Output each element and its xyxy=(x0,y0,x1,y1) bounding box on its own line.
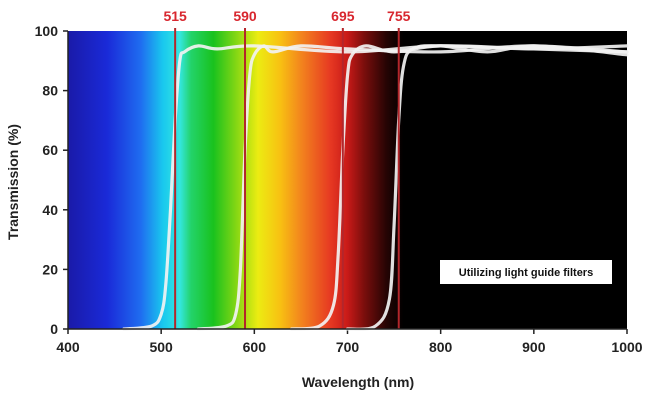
y-tick-label: 60 xyxy=(42,142,58,158)
x-axis-ticks: 400 500 600 700 800 900 1000 xyxy=(56,329,642,355)
x-tick-label: 900 xyxy=(522,339,546,355)
cut-on-label-755: 755 xyxy=(387,8,411,24)
annotation-box: Utilizing light guide filters xyxy=(440,260,612,284)
x-tick-label: 400 xyxy=(56,339,80,355)
x-axis-label: Wavelength (nm) xyxy=(302,374,414,390)
y-tick-label: 0 xyxy=(50,321,58,337)
x-tick-label: 800 xyxy=(429,339,453,355)
x-tick-label: 600 xyxy=(243,339,267,355)
x-tick-label: 700 xyxy=(336,339,360,355)
annotation-text: Utilizing light guide filters xyxy=(459,267,593,279)
y-tick-label: 80 xyxy=(42,83,58,99)
cut-on-label-695: 695 xyxy=(331,8,355,24)
y-tick-label: 20 xyxy=(42,261,58,277)
y-tick-label: 100 xyxy=(35,23,59,39)
y-axis-label: Transmission (%) xyxy=(5,124,21,240)
x-tick-label: 500 xyxy=(149,339,173,355)
y-axis-ticks: 0 20 40 60 80 100 xyxy=(35,23,68,337)
y-tick-label: 40 xyxy=(42,202,58,218)
x-tick-label: 1000 xyxy=(611,339,642,355)
cut-on-label-515: 515 xyxy=(163,8,187,24)
cut-on-label-590: 590 xyxy=(233,8,257,24)
